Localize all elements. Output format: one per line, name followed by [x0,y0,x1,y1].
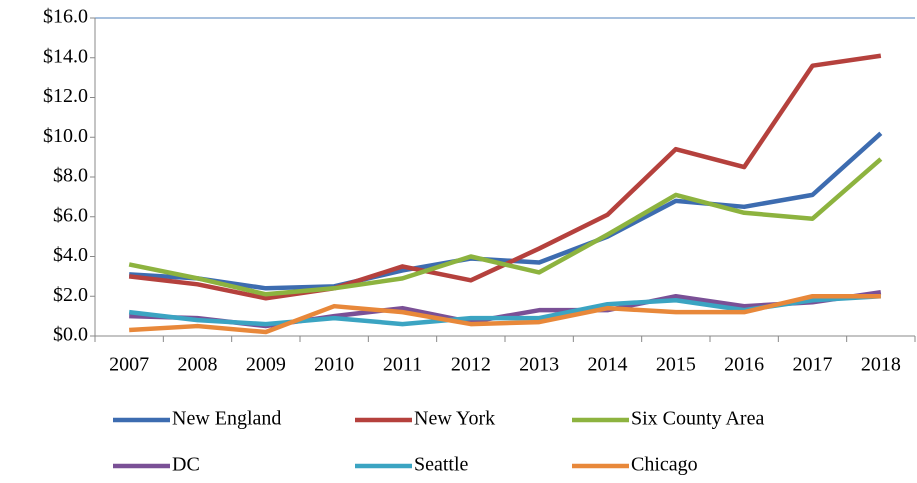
y-tick-label: $10.0 [43,125,88,147]
y-tick-label: $14.0 [43,45,88,67]
series-line [128,157,883,297]
legend-label: New York [414,408,495,430]
x-tick-label: 2018 [861,354,901,376]
y-tick-label: $0.0 [53,324,88,346]
x-tick-label: 2009 [246,354,286,376]
legend-label: Six County Area [631,408,764,430]
y-tick-label: $8.0 [53,165,88,187]
series-line [129,131,883,291]
x-tick-label: 2007 [109,354,149,376]
series-line [129,294,881,335]
y-tick-label: $12.0 [43,85,88,107]
x-tick-label: 2014 [588,354,628,376]
series-line [128,294,881,327]
legend-label: Seattle [414,454,469,476]
x-tick-label: 2008 [178,354,218,376]
x-tick-label: 2017 [793,354,833,376]
x-tick-label: 2010 [314,354,354,376]
y-tick-label: $16.0 [43,6,88,28]
x-tick-label: 2015 [656,354,696,376]
y-tick-label: $6.0 [53,204,88,226]
x-tick-label: 2012 [451,354,491,376]
y-tick-label: $4.0 [53,244,88,266]
x-tick-label: 2016 [724,354,764,376]
y-tick-label: $2.0 [53,284,88,306]
legend-label: DC [172,454,200,476]
legend-label: Chicago [631,454,698,476]
legend-label: New England [172,408,281,430]
x-tick-label: 2011 [383,354,422,376]
x-tick-label: 2013 [519,354,559,376]
